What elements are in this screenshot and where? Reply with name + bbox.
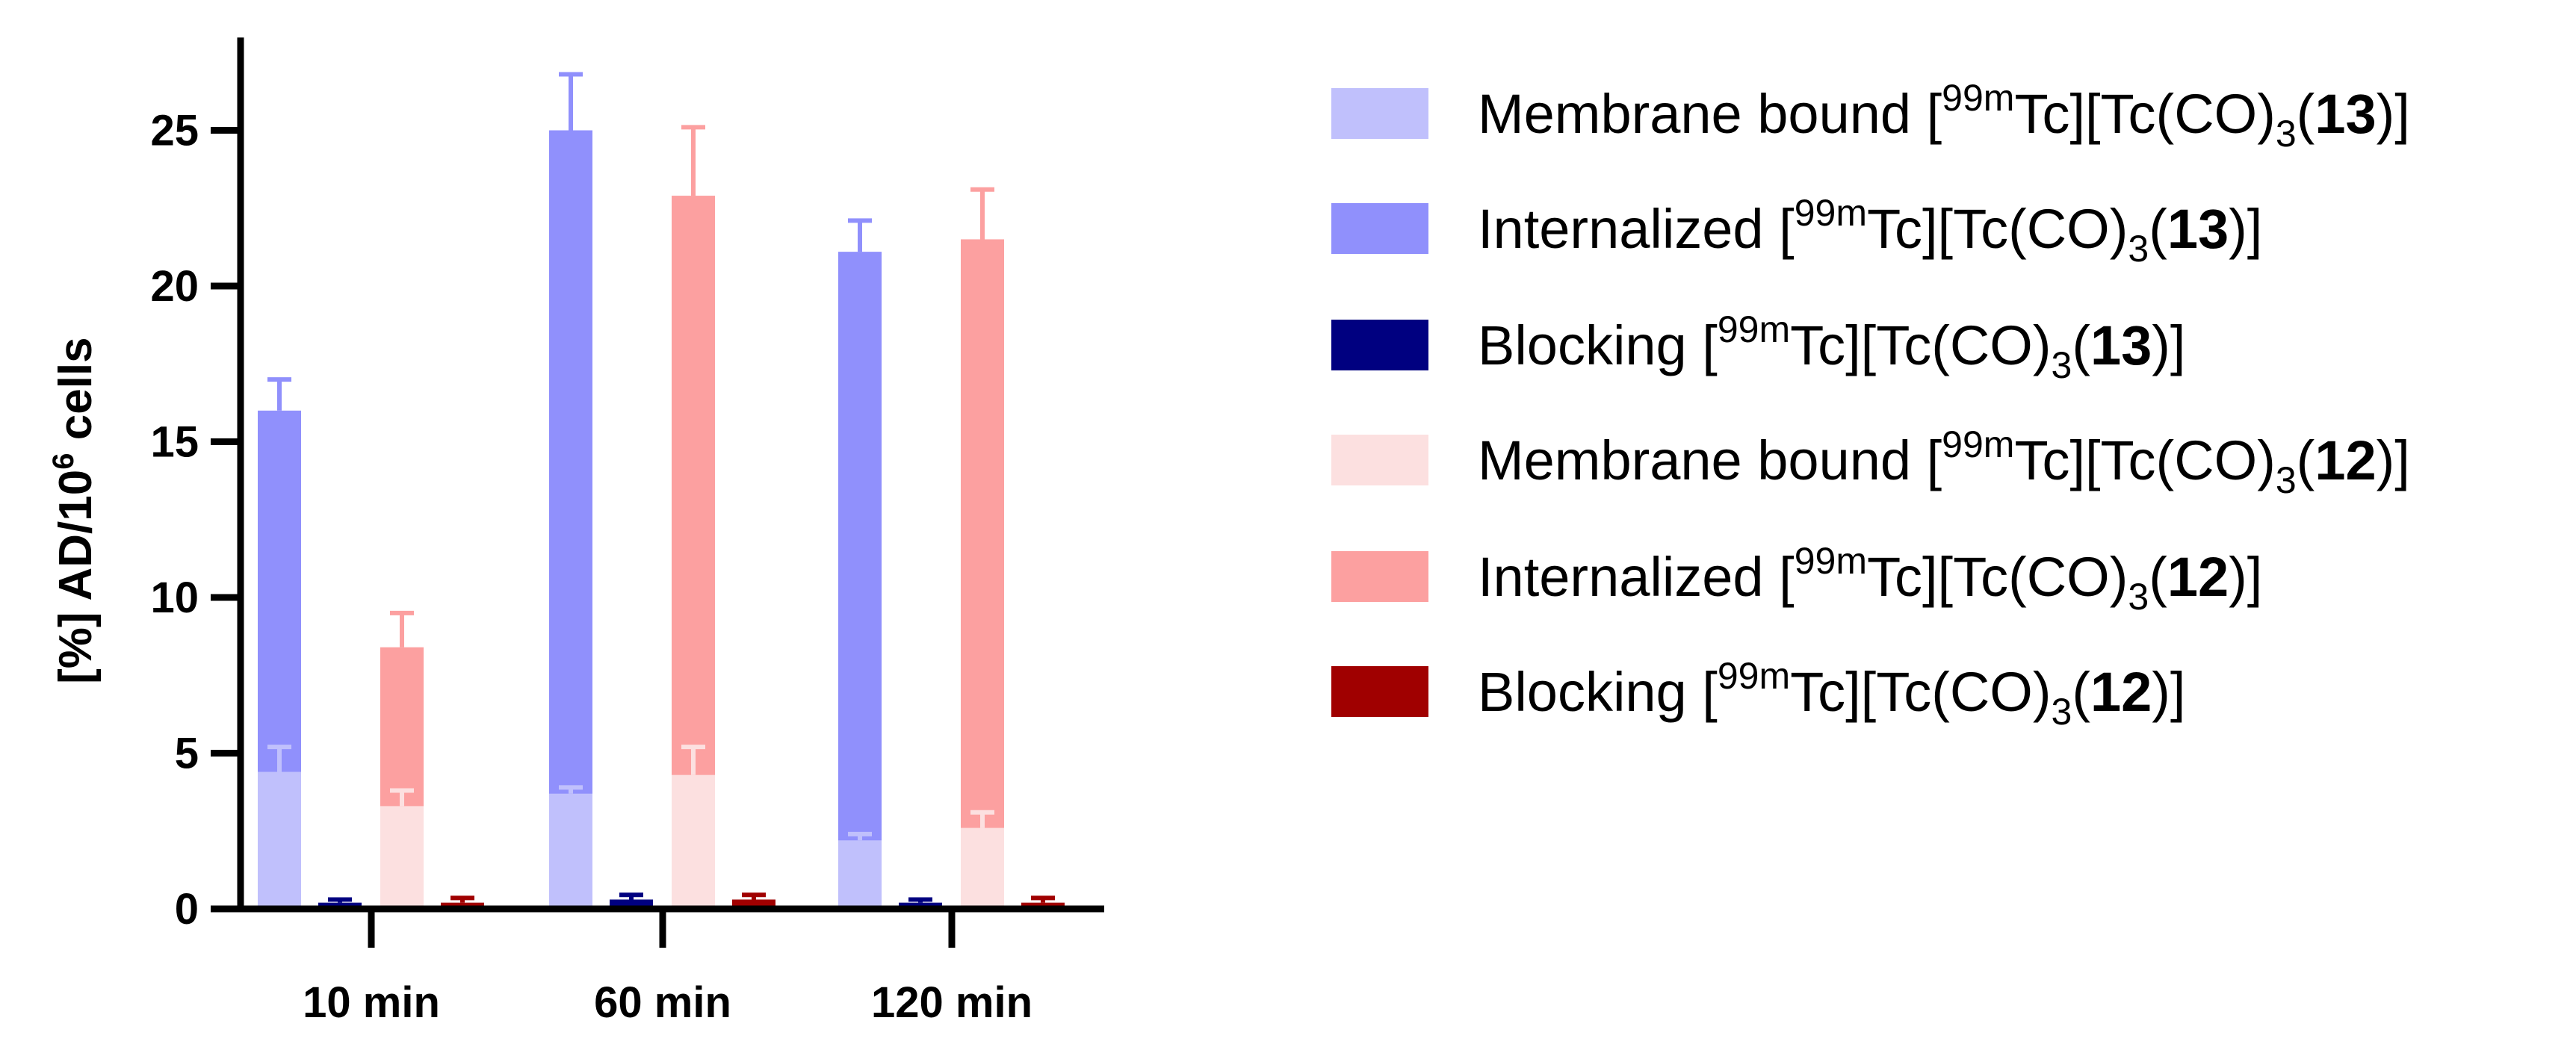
- legend-prefix: Internalized [: [1478, 546, 1795, 608]
- x-tick-label-1: 60 min: [594, 978, 731, 1027]
- y-axis-title: [%] AD/106 cells: [47, 337, 102, 683]
- y-tick-label-1: 5: [175, 730, 199, 778]
- x-tick-label-2: 120 min: [871, 978, 1032, 1027]
- y-axis-title-superscript: 6: [47, 453, 80, 470]
- bar-membrane-12-1: [672, 774, 715, 909]
- legend-prefix: Blocking [: [1478, 314, 1718, 376]
- legend-compound-number: 13: [2090, 314, 2152, 376]
- legend-compound-number: 12: [2315, 429, 2376, 491]
- legend-open-paren: (: [2149, 546, 2167, 608]
- legend-close: )]: [2229, 546, 2262, 608]
- legend-superscript: 99m: [1795, 540, 1867, 582]
- bars-layer: [258, 72, 1065, 909]
- x-tick-label-0: 10 min: [303, 978, 440, 1027]
- y-axis-title-main: [%] AD/10: [50, 470, 102, 684]
- legend-compound-number: 12: [2167, 546, 2229, 608]
- legend-swatch-internalized_12: [1331, 551, 1428, 602]
- legend-subscript: 3: [2276, 459, 2297, 501]
- legend-compound-number: 12: [2090, 661, 2152, 723]
- legend-superscript: 99m: [1718, 308, 1790, 350]
- legend-compound-number: 13: [2167, 198, 2229, 260]
- y-axis-title-suffix: cells: [50, 337, 102, 453]
- y-tick-label-2: 10: [150, 574, 199, 622]
- legend-swatch-internalized_13: [1331, 203, 1428, 254]
- legend-prefix: Membrane bound [: [1478, 429, 1942, 491]
- legend-middle: Tc][Tc(CO): [1867, 198, 2128, 260]
- bar-internalized-13-1: [549, 130, 592, 909]
- bar-internalized-12-2: [961, 239, 1004, 909]
- legend-subscript: 3: [2052, 691, 2072, 733]
- bar-internalized-13-2: [838, 252, 882, 909]
- legend-close: )]: [2377, 83, 2410, 145]
- legend-swatch-blocking_13: [1331, 320, 1428, 370]
- legend-label-internalized_13: Internalized [99mTc][Tc(CO)3(13)]: [1478, 192, 2262, 270]
- legend-prefix: Internalized [: [1478, 198, 1795, 260]
- legend-subscript: 3: [2128, 228, 2149, 270]
- legend-superscript: 99m: [1795, 192, 1867, 234]
- legend-compound-number: 13: [2315, 83, 2376, 145]
- legend-open-paren: (: [2149, 198, 2167, 260]
- bar-membrane-13-1: [549, 793, 592, 909]
- legend-middle: Tc][Tc(CO): [2014, 83, 2275, 145]
- bar-membrane-13-0: [258, 771, 301, 909]
- legend-superscript: 99m: [1718, 655, 1790, 697]
- legend-label-blocking_12: Blocking [99mTc][Tc(CO)3(12)]: [1478, 655, 2185, 733]
- legend-middle: Tc][Tc(CO): [1790, 314, 2051, 376]
- axes-layer: 10 min 60 min 120 min 0 5 10 15 20 25: [150, 37, 1104, 1027]
- legend-label-membrane_12: Membrane bound [99mTc][Tc(CO)3(12)]: [1478, 423, 2410, 501]
- legend-superscript: 99m: [1942, 423, 2014, 465]
- legend-close: )]: [2377, 429, 2410, 491]
- legend-label-membrane_13: Membrane bound [99mTc][Tc(CO)3(13)]: [1478, 77, 2410, 155]
- bar-membrane-13-2: [838, 840, 882, 909]
- legend-label-blocking_13: Blocking [99mTc][Tc(CO)3(13)]: [1478, 308, 2185, 386]
- legend-open-paren: (: [2297, 83, 2315, 145]
- y-axis-title-layer: [%] AD/106 cells: [47, 337, 102, 683]
- legend-open-paren: (: [2072, 661, 2090, 723]
- bar-membrane-12-0: [380, 806, 424, 909]
- legend-swatch-membrane_13: [1331, 88, 1428, 139]
- legend-swatch-blocking_12: [1331, 666, 1428, 717]
- legend-close: )]: [2152, 314, 2185, 376]
- y-tick-label-0: 0: [175, 885, 199, 934]
- legend-close: )]: [2229, 198, 2262, 260]
- legend-prefix: Blocking [: [1478, 661, 1718, 723]
- legend-superscript: 99m: [1942, 77, 2014, 119]
- legend-middle: Tc][Tc(CO): [2014, 429, 2275, 491]
- legend-open-paren: (: [2297, 429, 2315, 491]
- legend-prefix: Membrane bound [: [1478, 83, 1942, 145]
- legend-swatch-membrane_12: [1331, 435, 1428, 485]
- legend-close: )]: [2152, 661, 2185, 723]
- y-tick-label-5: 25: [150, 107, 199, 155]
- bar-membrane-12-2: [961, 827, 1004, 909]
- legend: Membrane bound [99mTc][Tc(CO)3(13)]Inter…: [1331, 77, 2410, 733]
- legend-middle: Tc][Tc(CO): [1867, 546, 2128, 608]
- legend-subscript: 3: [2052, 344, 2072, 386]
- y-tick-label-3: 15: [150, 418, 199, 467]
- legend-label-internalized_12: Internalized [99mTc][Tc(CO)3(12)]: [1478, 540, 2262, 618]
- legend-subscript: 3: [2276, 113, 2297, 155]
- legend-middle: Tc][Tc(CO): [1790, 661, 2051, 723]
- legend-subscript: 3: [2128, 576, 2149, 618]
- legend-open-paren: (: [2072, 314, 2090, 376]
- y-tick-label-4: 20: [150, 262, 199, 311]
